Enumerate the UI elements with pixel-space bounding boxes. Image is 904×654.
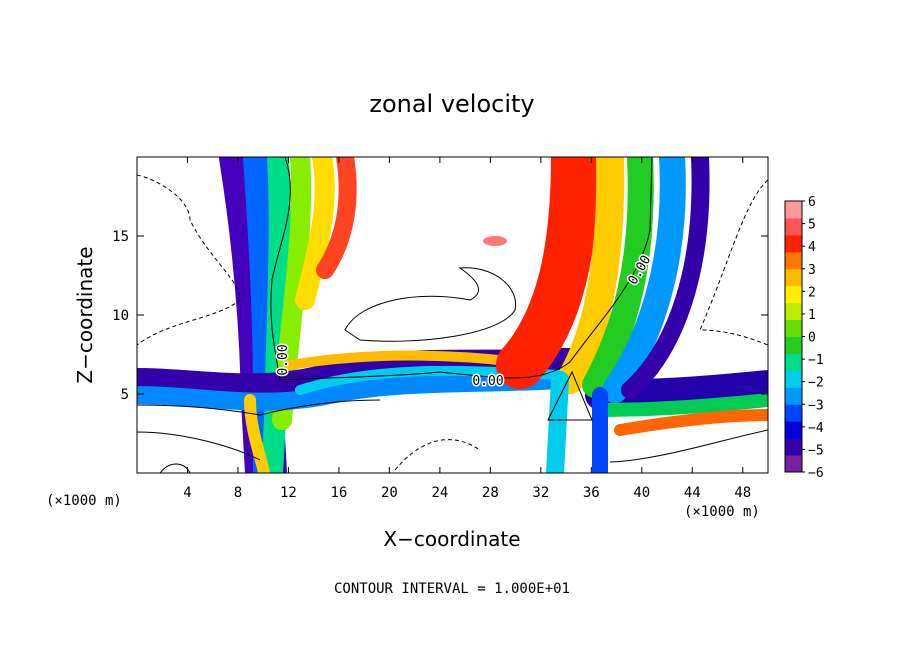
x-tick-label-6: 28 xyxy=(482,485,499,501)
contour-interval-note: CONTOUR INTERVAL = 1.000E+01 xyxy=(334,581,570,597)
x-tick-label-8: 36 xyxy=(583,485,600,501)
x-unit-right: (×1000 m) xyxy=(684,504,760,520)
contour-label-left: 0.00 xyxy=(276,344,291,375)
colorbar-swatch-7 xyxy=(785,336,802,354)
x-tick-label-11: 48 xyxy=(734,485,751,501)
colorbar-label-12: −6 xyxy=(808,466,824,481)
colorbar-swatch-8 xyxy=(785,319,802,337)
chart-title: zonal velocity xyxy=(369,90,534,118)
colorbar-swatch-1 xyxy=(785,438,802,456)
colorbar-label-11: −5 xyxy=(808,443,824,458)
colorbar-swatch-14 xyxy=(785,217,802,236)
x-tick-label-2: 12 xyxy=(280,485,297,501)
colorbar-swatch-0 xyxy=(785,455,802,473)
contour-lines xyxy=(137,157,768,473)
colorbar-swatch-4 xyxy=(785,387,802,405)
colorbar-swatch-3 xyxy=(785,404,802,422)
colorbar-label-10: −4 xyxy=(808,421,824,436)
y-axis: 5 10 15 xyxy=(112,229,768,403)
colorbar-label-1: 5 xyxy=(808,218,816,233)
colorbar-label-9: −3 xyxy=(808,398,824,413)
velocity-field xyxy=(137,157,768,473)
y-tick-label-0: 5 xyxy=(121,387,129,403)
x-tick-label-0: 4 xyxy=(183,485,191,501)
x-tick-label-10: 44 xyxy=(684,485,701,501)
colorbar-label-7: −1 xyxy=(808,353,824,368)
y-axis-label: Z−coordinate xyxy=(73,246,97,383)
colorbar-label-8: −2 xyxy=(808,376,824,391)
x-tick-label-3: 16 xyxy=(330,485,347,501)
x-unit-left: (×1000 m) xyxy=(46,493,122,509)
colorbar-label-5: 1 xyxy=(808,308,816,323)
colorbar-swatch-10 xyxy=(785,285,802,304)
colorbar-swatch-2 xyxy=(785,421,802,439)
x-tick-label-5: 24 xyxy=(431,485,448,501)
colorbar-swatch-13 xyxy=(785,234,802,253)
colorbar-swatch-5 xyxy=(785,370,802,388)
contour-label-center: 0.00 xyxy=(472,374,503,389)
colorbar-swatch-9 xyxy=(785,302,802,321)
y-tick-label-2: 15 xyxy=(112,229,129,245)
y-tick-label-1: 10 xyxy=(112,308,129,324)
x-axis: 4 8 12 16 20 24 28 32 36 40 44 48 xyxy=(183,157,751,501)
colorbar-swatch-12 xyxy=(785,251,802,270)
x-tick-label-1: 8 xyxy=(234,485,242,501)
colorbar-label-0: 6 xyxy=(808,195,816,210)
x-tick-label-7: 32 xyxy=(532,485,549,501)
colorbar-swatch-11 xyxy=(785,268,802,287)
colorbar-label-4: 2 xyxy=(808,285,816,300)
colorbar-label-6: 0 xyxy=(808,331,816,346)
x-axis-label: X−coordinate xyxy=(383,527,520,551)
colorbar: 6 5 4 3 2 1 0 −1 −2 −3 −4 −5 −6 xyxy=(784,195,824,481)
x-tick-label-4: 20 xyxy=(381,485,398,501)
colorbar-swatch-6 xyxy=(785,353,802,371)
colorbar-label-2: 4 xyxy=(808,240,816,255)
colorbar-swatch-15 xyxy=(785,201,802,219)
colorbar-label-3: 3 xyxy=(808,263,816,278)
x-tick-label-9: 40 xyxy=(633,485,650,501)
